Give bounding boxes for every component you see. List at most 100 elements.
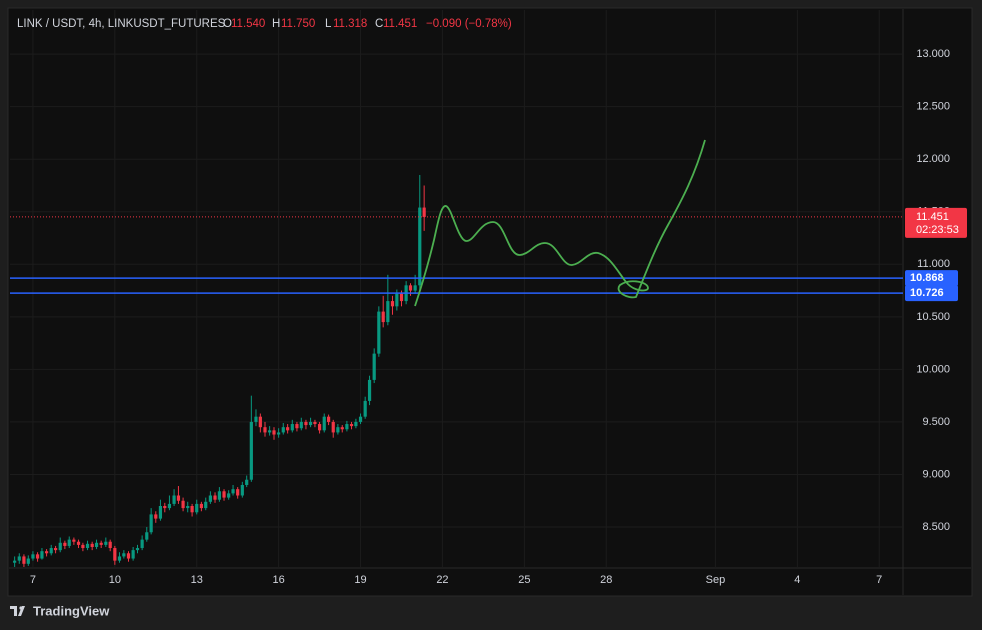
candle-body [131,550,135,559]
candle-body [108,541,112,549]
candle-body [135,548,140,551]
candle-body [268,430,272,433]
candle-body [176,495,181,501]
candle-body [63,542,67,546]
candle-body [58,542,62,551]
candle-body [90,543,94,547]
candle-body [222,491,226,498]
candle-body [172,495,176,504]
candle-body [322,416,326,431]
last-price-label: 11.451 [916,211,949,223]
y-tick-label: 11.000 [917,258,950,270]
candle-body [286,427,290,431]
y-tick-label: 8.500 [922,521,950,533]
candle-body [240,484,244,496]
candle-body [154,514,158,519]
candle-body [181,500,185,509]
header: LINK / USDT, 4h, LINKUSDT_FUTURES O 11.5… [17,18,512,30]
candle-body [227,493,231,498]
candle-body [395,293,399,307]
candle-body [245,479,249,485]
h-label: H [272,18,280,30]
candle-body [140,539,144,549]
candle-body [249,421,253,480]
candle-body [354,421,358,427]
marks [10,174,903,567]
candle-body [358,416,363,422]
candle-body [49,548,53,554]
x-tick-label: 25 [518,574,530,586]
candle-body [85,543,90,549]
y-tick-label: 12.000 [916,153,950,165]
y-tick-label: 13.000 [916,48,950,60]
low: 11.318 [333,18,367,30]
candle-body [40,551,44,559]
candle-body [263,427,267,433]
candle-body [208,495,212,502]
candle-body [113,548,117,561]
x-tick-label: 7 [30,574,36,586]
candle-body [195,503,199,513]
candle-body [408,285,413,291]
candle-body [372,353,376,380]
candle-body [390,301,395,307]
x-tick-label: 10 [109,574,121,586]
candle-body [76,541,81,545]
candle-body [26,558,30,564]
y-tick-label: 12.500 [916,101,950,113]
candle-body [104,541,108,545]
last-price-box [905,207,967,238]
candle-body [367,379,372,401]
candle-body [231,489,235,494]
candle-body [345,424,349,430]
candle-body [158,506,163,519]
c-label: C [375,18,383,30]
candle-body [277,432,281,435]
candle-body [418,207,422,286]
candle-body [254,416,258,422]
level-label: 10.868 [910,272,944,284]
candle-body [199,503,203,509]
candle-body [81,544,85,549]
candle-body [217,491,221,500]
candle-body [258,416,262,428]
candle-body [299,421,303,429]
candle-body [399,293,404,302]
x-tick-label: Sep [706,574,726,586]
candle-body [117,556,122,561]
change: −0.090 (−0.78%) [426,18,512,30]
candle-body [126,553,131,559]
x-tick-label: 28 [600,574,612,586]
candle-body [167,503,172,509]
level-box [905,270,958,287]
x-tick-label: 13 [191,574,203,586]
candle-body [35,554,40,559]
chart-panel [7,7,973,597]
y-tick-label: 9.500 [922,416,950,428]
y-tick-label: 10.500 [916,311,950,323]
o-label: O [223,18,232,30]
candle-body [53,548,58,551]
close: 11.451 [383,18,417,30]
candle-body [72,539,76,542]
candle-body [94,542,99,547]
open: 11.540 [231,18,265,30]
drawn-projection [414,139,706,307]
candle-body [204,501,208,509]
candle-body [381,311,385,323]
candle-body [99,542,103,545]
candle-body [313,421,317,425]
grid [10,10,903,568]
candle-body [22,556,26,564]
y-tick-label: 9.000 [922,468,950,480]
candle-body [349,424,354,427]
candle-body [413,285,417,291]
candle-body [363,400,367,417]
candle-body [331,421,335,433]
level-box [905,285,958,302]
candle-body [31,554,35,559]
candle-body [304,421,308,426]
candle-body [190,506,194,513]
candle-body [386,301,390,323]
